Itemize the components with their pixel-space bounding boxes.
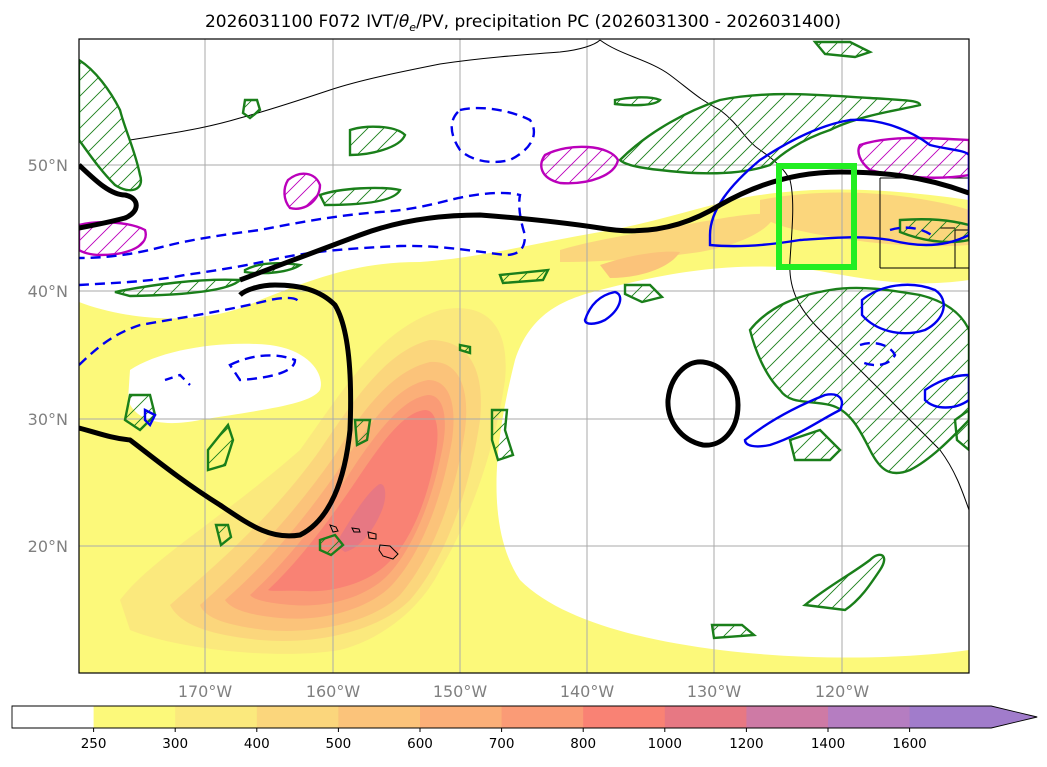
colorbar-segment: [12, 706, 95, 728]
precip-pc-contour: [802, 553, 886, 612]
precip-pc-contour: [214, 523, 233, 548]
precip-pc-contour: [710, 623, 758, 640]
colorbar-tick-label: 1400: [811, 736, 845, 752]
pv-solid-contour: [860, 283, 945, 335]
precip-pc-contour: [318, 186, 402, 207]
ivt-ar-core-2: [600, 251, 680, 278]
precip-pc-contour: [788, 428, 842, 462]
colorbar-segment: [338, 706, 421, 728]
precip-pc-contours: [79, 40, 969, 640]
lon-label-160w: 160°W: [306, 682, 361, 701]
theta-e-contour: [79, 163, 139, 231]
ivt-ar-core: [560, 213, 775, 262]
lon-label-120w: 120°W: [815, 682, 870, 701]
colorbar-tick-label: 600: [407, 736, 433, 752]
precip-pc-contour: [613, 96, 662, 107]
figure-title: 2026031100 F072 IVT/θe/PV, precipitation…: [205, 12, 841, 34]
theta-e-contour: [239, 169, 969, 283]
precip-pc-contour: [318, 533, 345, 557]
colorbar-segment: [746, 706, 829, 728]
colorbar-segment: [828, 706, 911, 728]
colorbar-tick-label: 1000: [648, 736, 682, 752]
map-frame: [78, 38, 970, 674]
pv-dashed-contour: [79, 296, 302, 366]
precip-pc-contour: [498, 268, 551, 285]
pv-solid-contour: [143, 408, 157, 428]
lon-label-150w: 150°W: [433, 682, 488, 701]
colorbar-tick-label: 300: [162, 736, 188, 752]
colorbar-tick-label: 800: [570, 736, 596, 752]
colorbar-tick-label: 1600: [892, 736, 926, 752]
theta-e-contour: [79, 282, 354, 539]
colorbar-segment: [175, 706, 258, 728]
colorbar-segment: [93, 706, 176, 728]
precip-pc-contour: [953, 408, 969, 452]
precip-pc-contour: [206, 422, 235, 472]
precip-pc-contour: [79, 58, 143, 192]
theta-e-contour: [665, 359, 741, 448]
lon-label-130w: 130°W: [687, 682, 742, 701]
colorbar-tick-label: 700: [489, 736, 515, 752]
pv-solid-contour: [583, 290, 622, 325]
magenta-contour: [540, 145, 620, 185]
pv-contours: [79, 106, 969, 448]
lon-label-170w: 170°W: [178, 682, 233, 701]
magenta-contour: [283, 172, 322, 210]
pv-dashed-contour: [859, 341, 897, 367]
region-box: [776, 163, 857, 270]
colorbar-segment: [256, 706, 339, 728]
lat-label-40n: 40°N: [28, 282, 68, 301]
pv-dashed-contour: [79, 191, 527, 287]
ivt-1000-1200: [335, 484, 386, 552]
lat-label-30n: 30°N: [28, 410, 68, 429]
pv-solid-contour: [708, 118, 969, 248]
map-panel: [79, 39, 969, 673]
theta-e-contours: [79, 163, 969, 539]
precip-pc-contour: [812, 40, 874, 59]
colorbar-segment: [664, 706, 747, 728]
precip-pc-contour: [458, 343, 472, 355]
colorbar-segment: [501, 706, 584, 728]
precip-pc-contour: [898, 218, 969, 244]
ivt-low-pocket: [128, 343, 321, 424]
lon-label-140w: 140°W: [560, 682, 615, 701]
pv-dashed-contour: [164, 373, 191, 386]
precip-pc-contour: [623, 283, 665, 304]
lat-label-50n: 50°N: [28, 156, 68, 175]
colorbar-outline: [11, 705, 1038, 729]
colorbar-tick-label: 250: [81, 736, 107, 752]
colorbar-tick-label: 400: [244, 736, 270, 752]
lat-label-20n: 20°N: [28, 537, 68, 556]
pv-solid-contour: [743, 393, 844, 448]
colorbar-tick-label: 500: [326, 736, 352, 752]
precip-pc-contour: [241, 98, 262, 120]
colorbar-segment: [420, 706, 503, 728]
colorbar-extend-arrow: [909, 706, 1038, 728]
precip-pc-contour: [353, 418, 372, 447]
precip-pc-contour: [618, 92, 922, 175]
pv-solid-contour: [923, 373, 969, 409]
colorbar-tick-label: 1200: [729, 736, 763, 752]
alaska-coast: [129, 39, 601, 141]
colorbar-segment: [583, 706, 666, 728]
pv-dashed-contour: [889, 226, 936, 239]
pv-dashed-contour: [228, 354, 297, 382]
precip-pc-contour: [348, 125, 407, 157]
colorbar: 250 300 400 500 600 700 800 1000 1200 1400 1600: [11, 705, 1038, 752]
hawaii-islands: [329, 524, 399, 560]
precip-pc-contour: [490, 408, 515, 462]
precip-pc-contour: [748, 286, 969, 475]
